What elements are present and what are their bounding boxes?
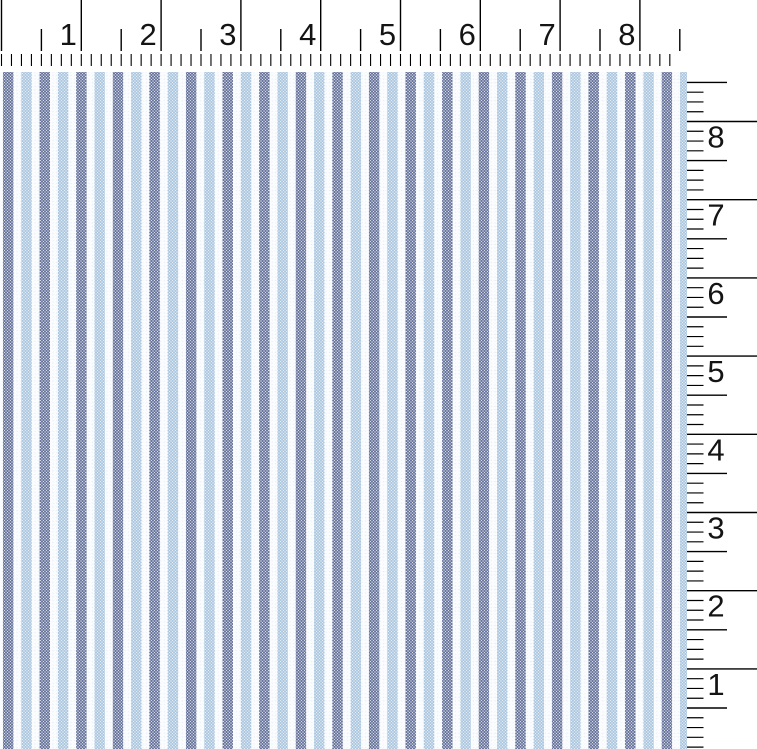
top-ruler-label-3: 3	[219, 17, 236, 52]
top-ruler-label-5: 5	[379, 17, 396, 52]
right-ruler-label-5: 5	[707, 354, 724, 389]
top-ruler-label-2: 2	[139, 17, 156, 52]
right-ruler-label-7: 7	[707, 198, 724, 233]
top-ruler-label-1: 1	[60, 17, 77, 52]
top-ruler-label-4: 4	[299, 17, 316, 52]
right-ruler-label-1: 1	[707, 667, 724, 702]
right-ruler-label-3: 3	[707, 511, 724, 546]
right-ruler-ticks: 8 7 6 5 4 3 2 1	[687, 81, 757, 748]
right-ruler: 8 7 6 5 4 3 2 1	[687, 72, 757, 749]
top-ruler-label-8: 8	[618, 17, 635, 52]
right-ruler-label-2: 2	[707, 589, 724, 624]
fabric-swatch	[0, 72, 687, 749]
right-ruler-label-4: 4	[707, 432, 724, 467]
top-ruler-label-7: 7	[538, 17, 555, 52]
right-ruler-label-6: 6	[707, 276, 724, 311]
top-ruler: 1 2 3 4 5 6 7 8	[0, 0, 757, 72]
top-ruler-ticks: 1 2 3 4 5 6 7 8	[0, 0, 681, 66]
top-ruler-label-6: 6	[459, 17, 476, 52]
right-ruler-label-8: 8	[707, 120, 724, 155]
